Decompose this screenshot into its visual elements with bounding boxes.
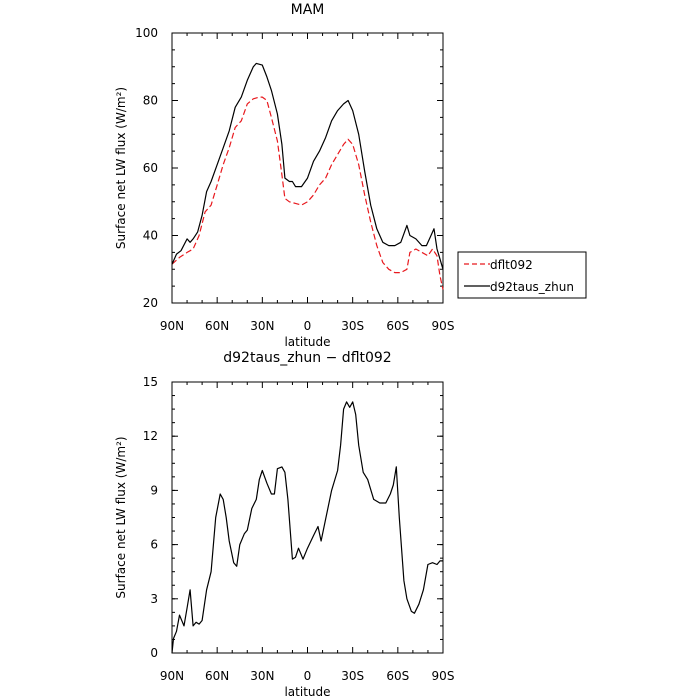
x-axis-label: latitude (284, 335, 330, 349)
y-tick-label: 60 (143, 161, 158, 175)
x-tick-label: 90N (160, 669, 184, 683)
y-tick-label: 40 (143, 229, 158, 243)
x-tick-label: 30S (341, 319, 364, 333)
x-axis-label: latitude (284, 685, 330, 699)
series-line-dflt092 (171, 96, 444, 290)
x-tick-label: 0 (304, 319, 312, 333)
y-tick-label: 3 (150, 592, 158, 606)
x-tick-label: 60N (205, 319, 229, 333)
x-tick-label: 60S (386, 319, 409, 333)
y-tick-label: 9 (150, 483, 158, 497)
y-tick-label: 20 (143, 296, 158, 310)
x-tick-label: 90N (160, 319, 184, 333)
legend-label: d92taus_zhun (490, 280, 574, 294)
y-tick-label: 12 (143, 429, 158, 443)
legend-label: dflt092 (490, 258, 533, 272)
y-tick-label: 15 (143, 375, 158, 389)
y-tick-label: 6 (150, 538, 158, 552)
x-tick-label: 60S (386, 669, 409, 683)
x-tick-label: 30N (250, 669, 274, 683)
plot-frame (171, 32, 444, 304)
y-axis-label: Surface net LW flux (W/m²) (114, 87, 128, 249)
legend-box (457, 251, 587, 299)
x-tick-label: 60N (205, 669, 229, 683)
series-line-series-0 (171, 401, 443, 654)
y-tick-label: 0 (150, 646, 158, 660)
chart-title: MAM (291, 2, 325, 18)
series-line-d92taus_zhun (171, 62, 444, 270)
x-tick-label: 90S (432, 319, 455, 333)
x-tick-label: 90S (432, 669, 455, 683)
top-chart-panel: MAM 90N 60N 30N 0 30S 60S 90S 20 40 60 80 100 latitud… (114, 2, 587, 349)
y-axis-label: Surface net LW flux (W/m²) (114, 436, 128, 598)
x-tick-label: 30N (250, 319, 274, 333)
y-tick-label: 100 (135, 26, 158, 40)
chart-title: d92taus_zhun − dflt092 (223, 350, 391, 366)
x-tick-label: 30S (341, 669, 364, 683)
x-tick-label: 0 (304, 669, 312, 683)
plot-frame (171, 381, 444, 654)
y-tick-label: 80 (143, 94, 158, 108)
